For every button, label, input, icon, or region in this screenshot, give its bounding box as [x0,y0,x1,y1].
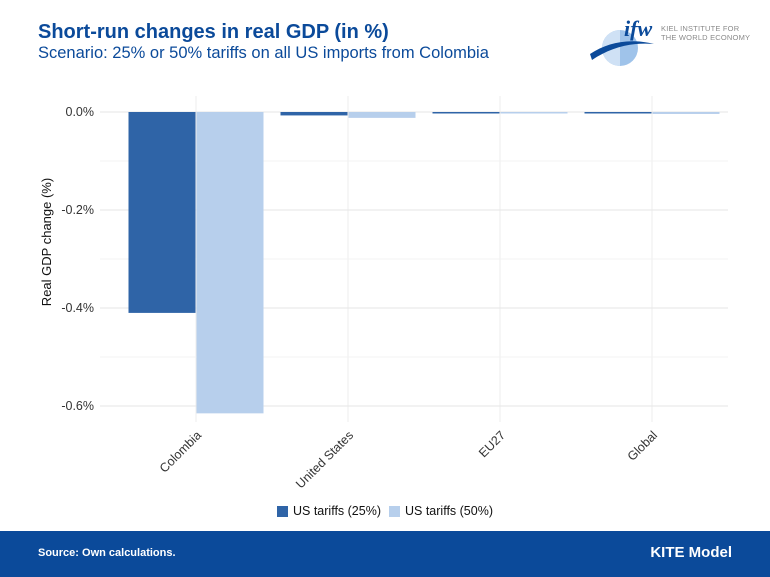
y-tick-label: 0.0% [66,105,95,119]
footer-bar: Source: Own calculations. KITE Model [0,531,770,577]
logo-caption: KIEL INSTITUTE FOR THE WORLD ECONOMY [661,24,750,42]
bar-colombia-series-2 [196,112,264,414]
legend-label-25: US tariffs (25%) [293,504,381,518]
kiel-institute-logo: ifw [590,16,654,66]
logo-line-1: KIEL INSTITUTE FOR [661,24,740,33]
bar-eu27-series-2 [500,112,568,114]
x-tick-label: Colombia [157,428,204,475]
legend-swatch-50 [389,505,400,517]
y-tick-label: -0.2% [61,203,94,217]
model-name: KITE Model [650,544,732,561]
y-tick-label: -0.6% [61,399,94,413]
legend-swatch-25 [277,505,288,517]
x-tick-label: EU27 [476,428,508,460]
chart-subtitle: Scenario: 25% or 50% tariffs on all US i… [38,44,489,62]
logo-line-2: THE WORLD ECONOMY [661,33,751,42]
globe-swoosh-icon [590,30,654,66]
y-tick-label: -0.4% [61,301,94,315]
bar-chart: 0.0% -0.2% -0.4% -0.6% Colombia United State… [39,96,728,491]
y-tick-labels: 0.0% -0.2% -0.4% -0.6% [61,105,94,413]
bars [128,112,720,414]
x-tick-label: Global [625,428,660,463]
bar-united-states-series-1 [280,112,348,116]
legend-item-50: US tariffs (50%) [389,504,493,518]
bar-eu27-series-1 [432,112,500,114]
chart-title: Short-run changes in real GDP (in %) [38,21,389,43]
bar-colombia-series-1 [128,112,196,313]
x-tick-labels: Colombia United States EU27 Global [157,428,660,491]
y-axis-label: Real GDP change (%) [39,178,54,306]
logo-mark: ifw [624,16,652,41]
bar-united-states-series-2 [348,112,416,118]
legend: US tariffs (25%) US tariffs (50%) [0,504,770,518]
bar-global-series-2 [652,112,720,114]
source-note: Source: Own calculations. [38,547,176,559]
legend-item-25: US tariffs (25%) [277,504,381,518]
legend-label-50: US tariffs (50%) [405,504,493,518]
bar-global-series-1 [584,112,652,114]
x-tick-label: United States [293,428,356,491]
